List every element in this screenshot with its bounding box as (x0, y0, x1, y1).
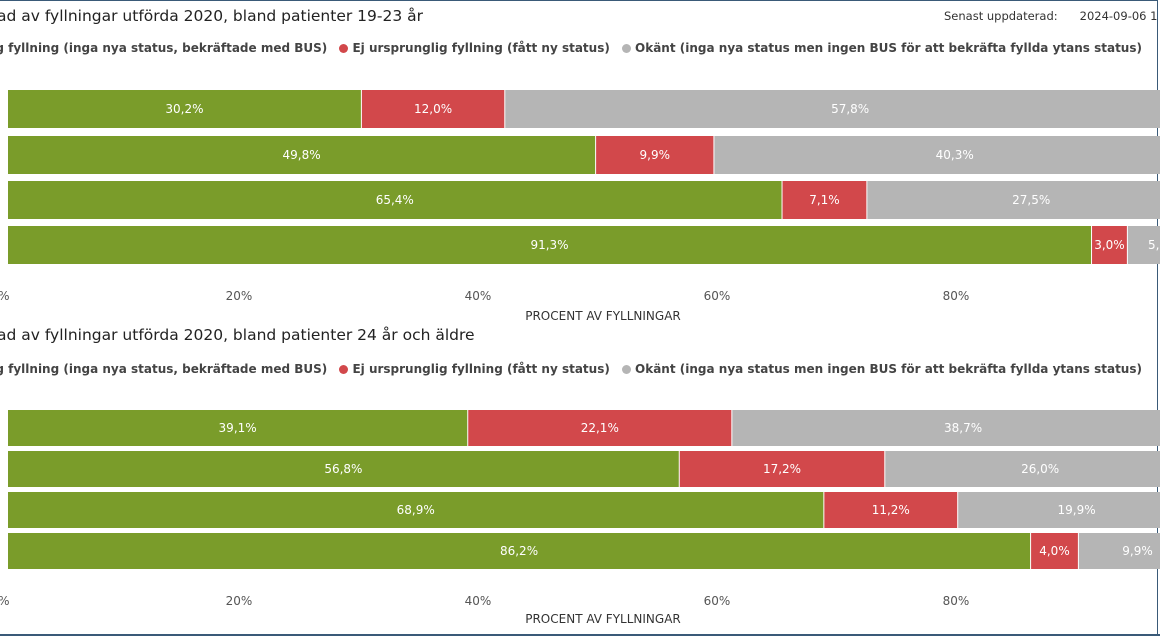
bar-data-label: 9,9% (640, 148, 671, 162)
x-axis-title: PROCENT AV FYLLNINGAR (525, 612, 681, 626)
legend-label: nglig fyllning (inga nya status, bekräft… (0, 362, 328, 376)
bottom-border (0, 634, 1160, 636)
chart-2-legend: nglig fyllning (inga nya status, bekräft… (0, 362, 1150, 376)
bar-segment (8, 410, 468, 446)
bar-data-label: 65,4% (376, 193, 414, 207)
x-tick-label: 0% (0, 594, 10, 608)
bar-segment (867, 181, 1160, 219)
x-tick-label: 80% (943, 289, 970, 303)
bar-data-label: 27,5% (1012, 193, 1050, 207)
bar-segment (8, 492, 824, 528)
legend-item-not-original: Ej ursprunglig fyllning (fått ny status) (339, 362, 610, 376)
bars-group: 39,1% 22,1% 38,7% 56,8% 17,2% 26,0% 68,9% 11,2%… (8, 410, 1160, 569)
bar-data-label: 3,0% (1094, 238, 1125, 252)
chart-1-title: ynad av fyllningar utförda 2020, bland p… (0, 7, 423, 25)
bar-data-label: 49,8% (282, 148, 320, 162)
legend-item-original: nglig fyllning (inga nya status, bekräft… (0, 41, 327, 55)
bar-segment (824, 492, 958, 528)
bar-segment (1127, 226, 1160, 264)
legend-label: nglig fyllning (inga nya status, bekräft… (0, 41, 328, 55)
bar-data-label: 91,3% (530, 238, 568, 252)
x-axis-title: PROCENT AV FYLLNINGAR (525, 309, 681, 323)
bar-segment (732, 410, 1160, 446)
bar-segment (1078, 533, 1160, 569)
legend-item-unknown: Okänt (inga nya status men ingen BUS för… (622, 41, 1142, 55)
x-tick-label: 40% (465, 289, 492, 303)
bar-segment (8, 226, 1092, 264)
x-tick-label: 20% (226, 289, 253, 303)
bar-segment (8, 533, 1031, 569)
bar-data-label: 19,9% (1058, 503, 1096, 517)
last-updated-label: Senast uppdaterad: (944, 9, 1058, 23)
legend-item-unknown: Okänt (inga nya status men ingen BUS för… (622, 362, 1142, 376)
last-updated-value: 2024-09-06 1 (1079, 9, 1158, 23)
legend-label: Ej ursprunglig fyllning (fått ny status) (352, 362, 610, 376)
bars-group: 30,2% 12,0% 57,8% 49,8% 9,9% 40,3% 65,4% 7,1% 27… (8, 90, 1160, 264)
legend-dot-red (339, 44, 349, 53)
legend-label: Ej ursprunglig fyllning (fått ny status) (352, 41, 610, 55)
bar-data-label: 56,8% (324, 462, 362, 476)
legend-item-not-original: Ej ursprunglig fyllning (fått ny status) (339, 41, 610, 55)
legend-label: Okänt (inga nya status men ingen BUS för… (635, 362, 1142, 376)
bar-segment (679, 451, 885, 487)
x-tick-label: 40% (465, 594, 492, 608)
bar-segment (1031, 533, 1078, 569)
bar-data-label: 26,0% (1021, 462, 1059, 476)
bar-segment (8, 451, 679, 487)
bar-data-label: 17,2% (763, 462, 801, 476)
bar-segment (8, 136, 596, 174)
x-tick-label: 60% (704, 594, 731, 608)
bar-segment (8, 90, 361, 128)
legend-item-original: nglig fyllning (inga nya status, bekräft… (0, 362, 327, 376)
bar-segment (505, 90, 1160, 128)
bar-segment (714, 136, 1160, 174)
x-tick-label: 80% (943, 594, 970, 608)
bar-data-label: 68,9% (397, 503, 435, 517)
bar-segment (782, 181, 867, 219)
bar-segment (8, 181, 782, 219)
legend-dot-gray (622, 44, 632, 53)
legend-dot-gray (622, 365, 632, 374)
bar-segment (958, 492, 1160, 528)
bar-data-label: 12,0% (414, 102, 452, 116)
bar-segment (1092, 226, 1127, 264)
bar-data-label: 11,2% (872, 503, 910, 517)
bar-data-label: 22,1% (581, 421, 619, 435)
legend-dot-red (339, 365, 349, 374)
bar-data-label: 86,2% (500, 544, 538, 558)
bar-data-label: 4,0% (1039, 544, 1070, 558)
bar-data-label: 38,7% (944, 421, 982, 435)
chart-1-legend: nglig fyllning (inga nya status, bekräft… (0, 41, 1150, 55)
x-tick-label: 20% (226, 594, 253, 608)
x-tick-label: 60% (704, 289, 731, 303)
chart-1-plot: 30,2% 12,0% 57,8% 49,8% 9,9% 40,3% 65,4% 7,1% 27… (0, 90, 1160, 323)
bar-data-label: 5, (1148, 238, 1159, 252)
legend-label: Okänt (inga nya status men ingen BUS för… (635, 41, 1142, 55)
last-updated: Senast uppdaterad: 2024-09-06 1 (944, 9, 1157, 23)
bar-data-label: 39,1% (219, 421, 257, 435)
bar-segment (468, 410, 732, 446)
bar-data-label: 7,1% (809, 193, 840, 207)
bar-segment (885, 451, 1160, 487)
bar-data-label: 40,3% (936, 148, 974, 162)
bar-segment (361, 90, 505, 128)
bar-data-label: 57,8% (831, 102, 869, 116)
bar-segment (596, 136, 714, 174)
bar-data-label: 30,2% (165, 102, 203, 116)
bar-data-label: 9,9% (1122, 544, 1153, 558)
x-tick-label: 0% (0, 289, 10, 303)
chart-2-title: ynad av fyllningar utförda 2020, bland p… (0, 326, 475, 344)
